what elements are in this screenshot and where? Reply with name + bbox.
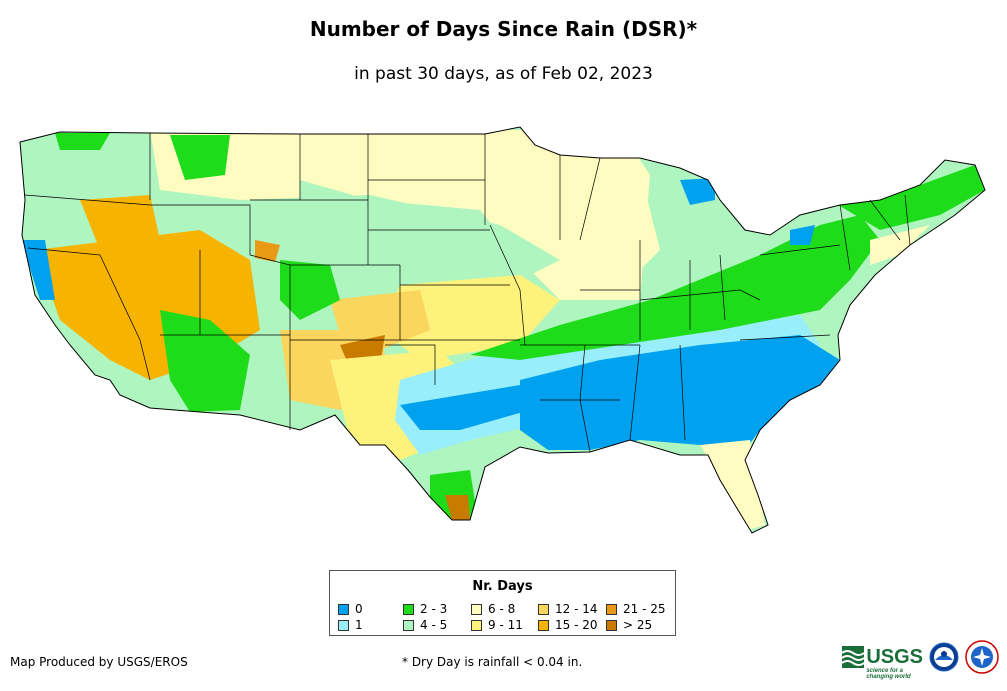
dry-day-footnote: * Dry Day is rainfall < 0.04 in. — [402, 655, 583, 669]
legend-swatch — [471, 620, 482, 631]
legend: Nr. Days 0 1 2 - 3 4 - 5 6 - 8 9 - 11 12… — [329, 570, 676, 636]
legend-label: 12 - 14 — [555, 602, 598, 616]
dsr-regions — [22, 130, 985, 530]
legend-item: 21 - 25 — [606, 602, 666, 616]
map-subtitle: in past 30 days, as of Feb 02, 2023 — [354, 64, 653, 84]
legend-title: Nr. Days — [472, 579, 533, 594]
usgs-tagline: science for a changing world — [866, 667, 911, 680]
map-credit: Map Produced by USGS/EROS — [10, 655, 188, 669]
legend-swatch — [403, 620, 414, 631]
nws-logo-icon — [965, 640, 999, 674]
legend-swatch — [606, 604, 617, 615]
legend-item: 12 - 14 — [538, 602, 598, 616]
usgs-wordmark: USGS — [866, 645, 923, 668]
legend-item: 6 - 8 — [471, 602, 515, 616]
usgs-wave-icon — [842, 646, 865, 668]
legend-label: 4 - 5 — [420, 618, 448, 632]
legend-label: 9 - 11 — [488, 618, 523, 632]
legend-item: 0 — [338, 602, 363, 616]
legend-item: 4 - 5 — [403, 618, 447, 632]
map-title: Number of Days Since Rain (DSR)* — [309, 17, 698, 41]
legend-label: > 25 — [623, 618, 653, 632]
legend-swatch — [338, 620, 349, 631]
legend-item: 2 - 3 — [403, 602, 447, 616]
legend-item: 15 - 20 — [538, 618, 598, 632]
legend-label: 21 - 25 — [623, 602, 666, 616]
legend-swatch — [538, 620, 549, 631]
state-borders — [19, 126, 986, 534]
noaa-logo-icon — [929, 642, 959, 672]
legend-label: 15 - 20 — [555, 618, 598, 632]
legend-swatch — [403, 604, 414, 615]
legend-item: > 25 — [606, 618, 652, 632]
legend-label: 0 — [355, 602, 363, 616]
legend-swatch — [538, 604, 549, 615]
legend-item: 1 — [338, 618, 363, 632]
legend-swatch — [471, 604, 482, 615]
agency-logos: USGS science for a changing world — [842, 640, 999, 680]
legend-label: 2 - 3 — [420, 602, 448, 616]
legend-swatch — [606, 620, 617, 631]
dsr-map — [19, 126, 986, 534]
legend-label: 6 - 8 — [488, 602, 516, 616]
usgs-logo: USGS science for a changing world — [842, 645, 923, 680]
legend-swatch — [338, 604, 349, 615]
legend-item: 9 - 11 — [471, 618, 523, 632]
legend-label: 1 — [355, 618, 363, 632]
